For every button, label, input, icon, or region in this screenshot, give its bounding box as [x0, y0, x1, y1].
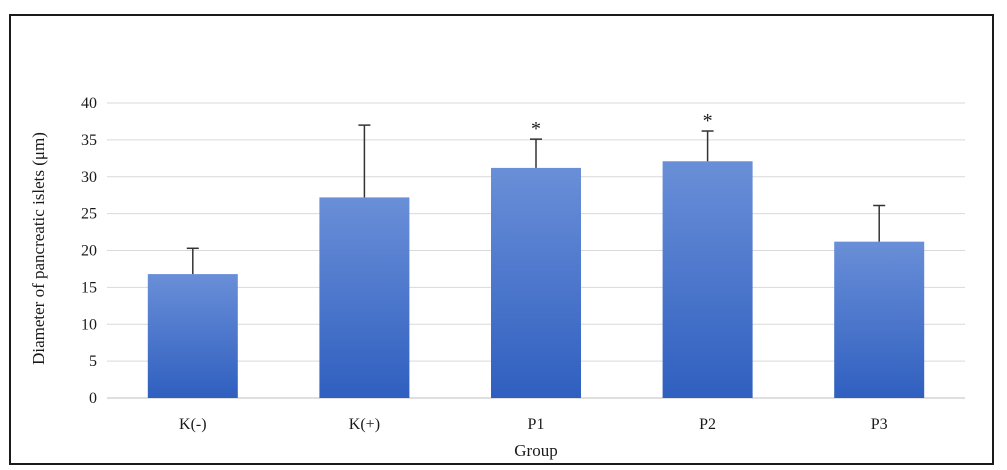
x-axis-title: Group [514, 441, 557, 460]
bar-K(+) [319, 197, 410, 398]
x-tick-label: P2 [699, 416, 716, 433]
bar-P3 [834, 241, 925, 398]
x-tick-label: K(+) [349, 416, 380, 433]
y-tick-label: 25 [81, 206, 97, 223]
y-tick-label: 15 [81, 279, 97, 296]
significance-markers: * * [531, 110, 713, 140]
x-tick-label: K(-) [179, 416, 207, 433]
bar-P1 [491, 167, 581, 398]
y-tick-label: 35 [81, 132, 97, 149]
bars [147, 161, 925, 398]
y-tick-labels: 0 5 10 15 20 25 30 35 40 [81, 95, 97, 407]
bar-K(-) [147, 274, 238, 398]
y-tick-label: 20 [81, 243, 97, 260]
bar-P2 [662, 161, 753, 398]
significance-marker-P1: * [531, 118, 541, 140]
y-tick-label: 30 [81, 169, 97, 186]
y-tick-label: 10 [81, 316, 97, 333]
error-bars [186, 124, 886, 275]
y-tick-label: 40 [81, 95, 97, 112]
significance-marker-P2: * [703, 110, 713, 132]
y-axis-title: Diameter of pancreatic islets (μm) [29, 132, 48, 365]
y-tick-label: 0 [89, 390, 97, 407]
y-tick-label: 5 [89, 353, 97, 370]
x-tick-label: P1 [528, 416, 545, 433]
x-tick-labels: K(-) K(+) P1 P2 P3 [179, 416, 888, 433]
x-tick-label: P3 [871, 416, 888, 433]
